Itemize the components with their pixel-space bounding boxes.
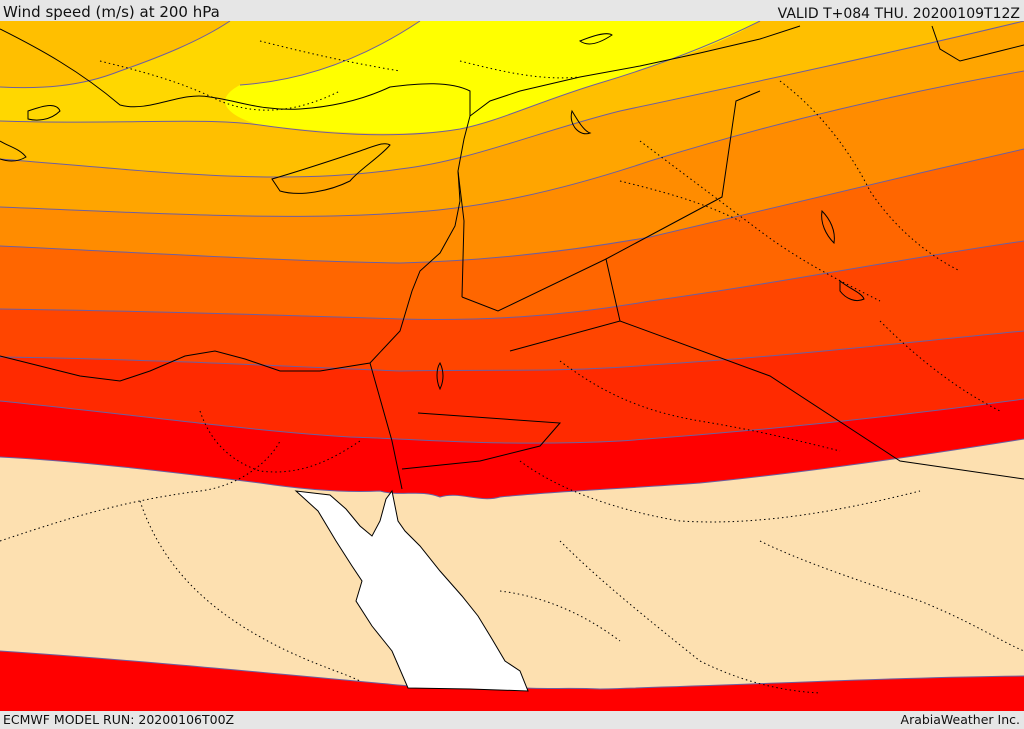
model-run: ECMWF MODEL RUN: 20200106T00Z [3, 712, 235, 727]
footer-bar: ECMWF MODEL RUN: 20200106T00Z ArabiaWeat… [0, 711, 1024, 729]
coastlines [0, 25, 1024, 391]
cyprus-coast [271, 143, 391, 194]
southern-jet-band [0, 651, 1024, 711]
national-borders [369, 90, 1024, 490]
valid-time: VALID T+084 THU. 20200109T12Z [777, 6, 1020, 22]
jet-core-yellow [225, 21, 760, 134]
red-sea [294, 489, 529, 692]
map-title: Wind speed (m/s) at 200 hPa [3, 3, 220, 21]
credit: ArabiaWeather Inc. [900, 712, 1020, 727]
header-bar: Wind speed (m/s) at 200 hPa VALID T+084 … [0, 0, 1024, 22]
provincial-borders [0, 40, 1024, 694]
jet-band-aegean [0, 21, 230, 88]
wind-speed-map [0, 21, 1024, 711]
